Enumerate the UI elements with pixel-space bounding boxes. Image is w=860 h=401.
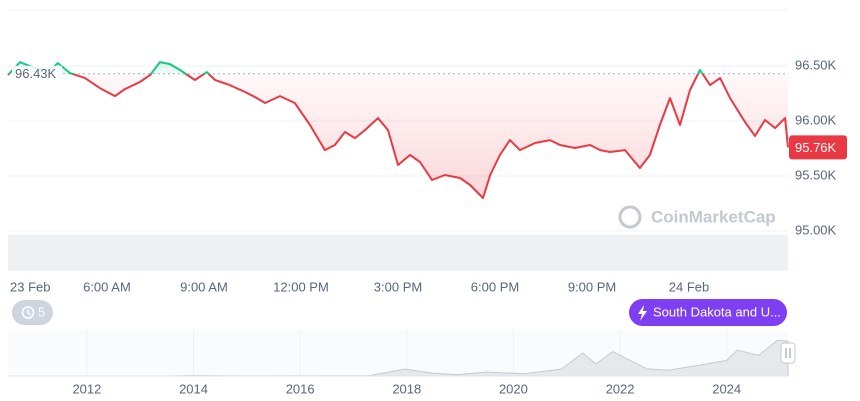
x-tick-label: 9:00 AM — [180, 279, 228, 294]
x-tick-label: 12:00 PM — [273, 279, 329, 294]
x-tick-label: 23 Feb — [10, 279, 50, 294]
watermark-text: CoinMarketCap — [651, 207, 776, 226]
watermark: CoinMarketCap — [618, 205, 776, 229]
x-tick-label: 2018 — [392, 381, 421, 396]
event-label: South Dakota and U... — [653, 304, 781, 319]
history-icon — [21, 306, 35, 319]
history-pill[interactable] — [12, 300, 53, 325]
navigator-bg — [8, 330, 788, 376]
watermark-logo — [618, 205, 642, 229]
x-tick-label: 2024 — [712, 381, 741, 396]
y-tick-label: 95.00K — [795, 222, 837, 237]
x-tick-label: 2020 — [499, 381, 528, 396]
y-tick-label: 95.50K — [795, 167, 837, 182]
event-pill[interactable] — [629, 299, 787, 326]
x-tick-label: 2012 — [72, 381, 101, 396]
y-tick-label: 96.00K — [795, 112, 837, 127]
y-tick-label: 96.50K — [795, 58, 837, 73]
navigator-handle[interactable] — [780, 342, 796, 364]
x-tick-label: 9:00 PM — [568, 279, 616, 294]
event-icon — [638, 305, 647, 321]
x-tick-label: 3:00 PM — [374, 279, 422, 294]
last-price-tag — [789, 135, 847, 160]
history-button[interactable]: 5 — [12, 300, 53, 325]
event-button[interactable]: South Dakota and U... — [629, 299, 787, 326]
volume-band — [8, 235, 788, 271]
x-tick-label: 6:00 AM — [83, 279, 131, 294]
x-tick-label: 2016 — [286, 381, 315, 396]
last-price-label: 95.76K — [795, 140, 837, 155]
history-icon-hands — [27, 309, 31, 316]
baseline-label-bg — [12, 65, 62, 83]
x-tick-label: 24 Feb — [669, 279, 709, 294]
history-count: 5 — [38, 304, 45, 319]
x-tick-label: 2022 — [606, 381, 635, 396]
x-tick-label: 6:00 PM — [471, 279, 519, 294]
baseline-label: 96.43K — [15, 66, 57, 81]
price-line — [7, 61, 789, 199]
x-tick-label: 2014 — [179, 381, 208, 396]
price-area — [8, 62, 788, 198]
